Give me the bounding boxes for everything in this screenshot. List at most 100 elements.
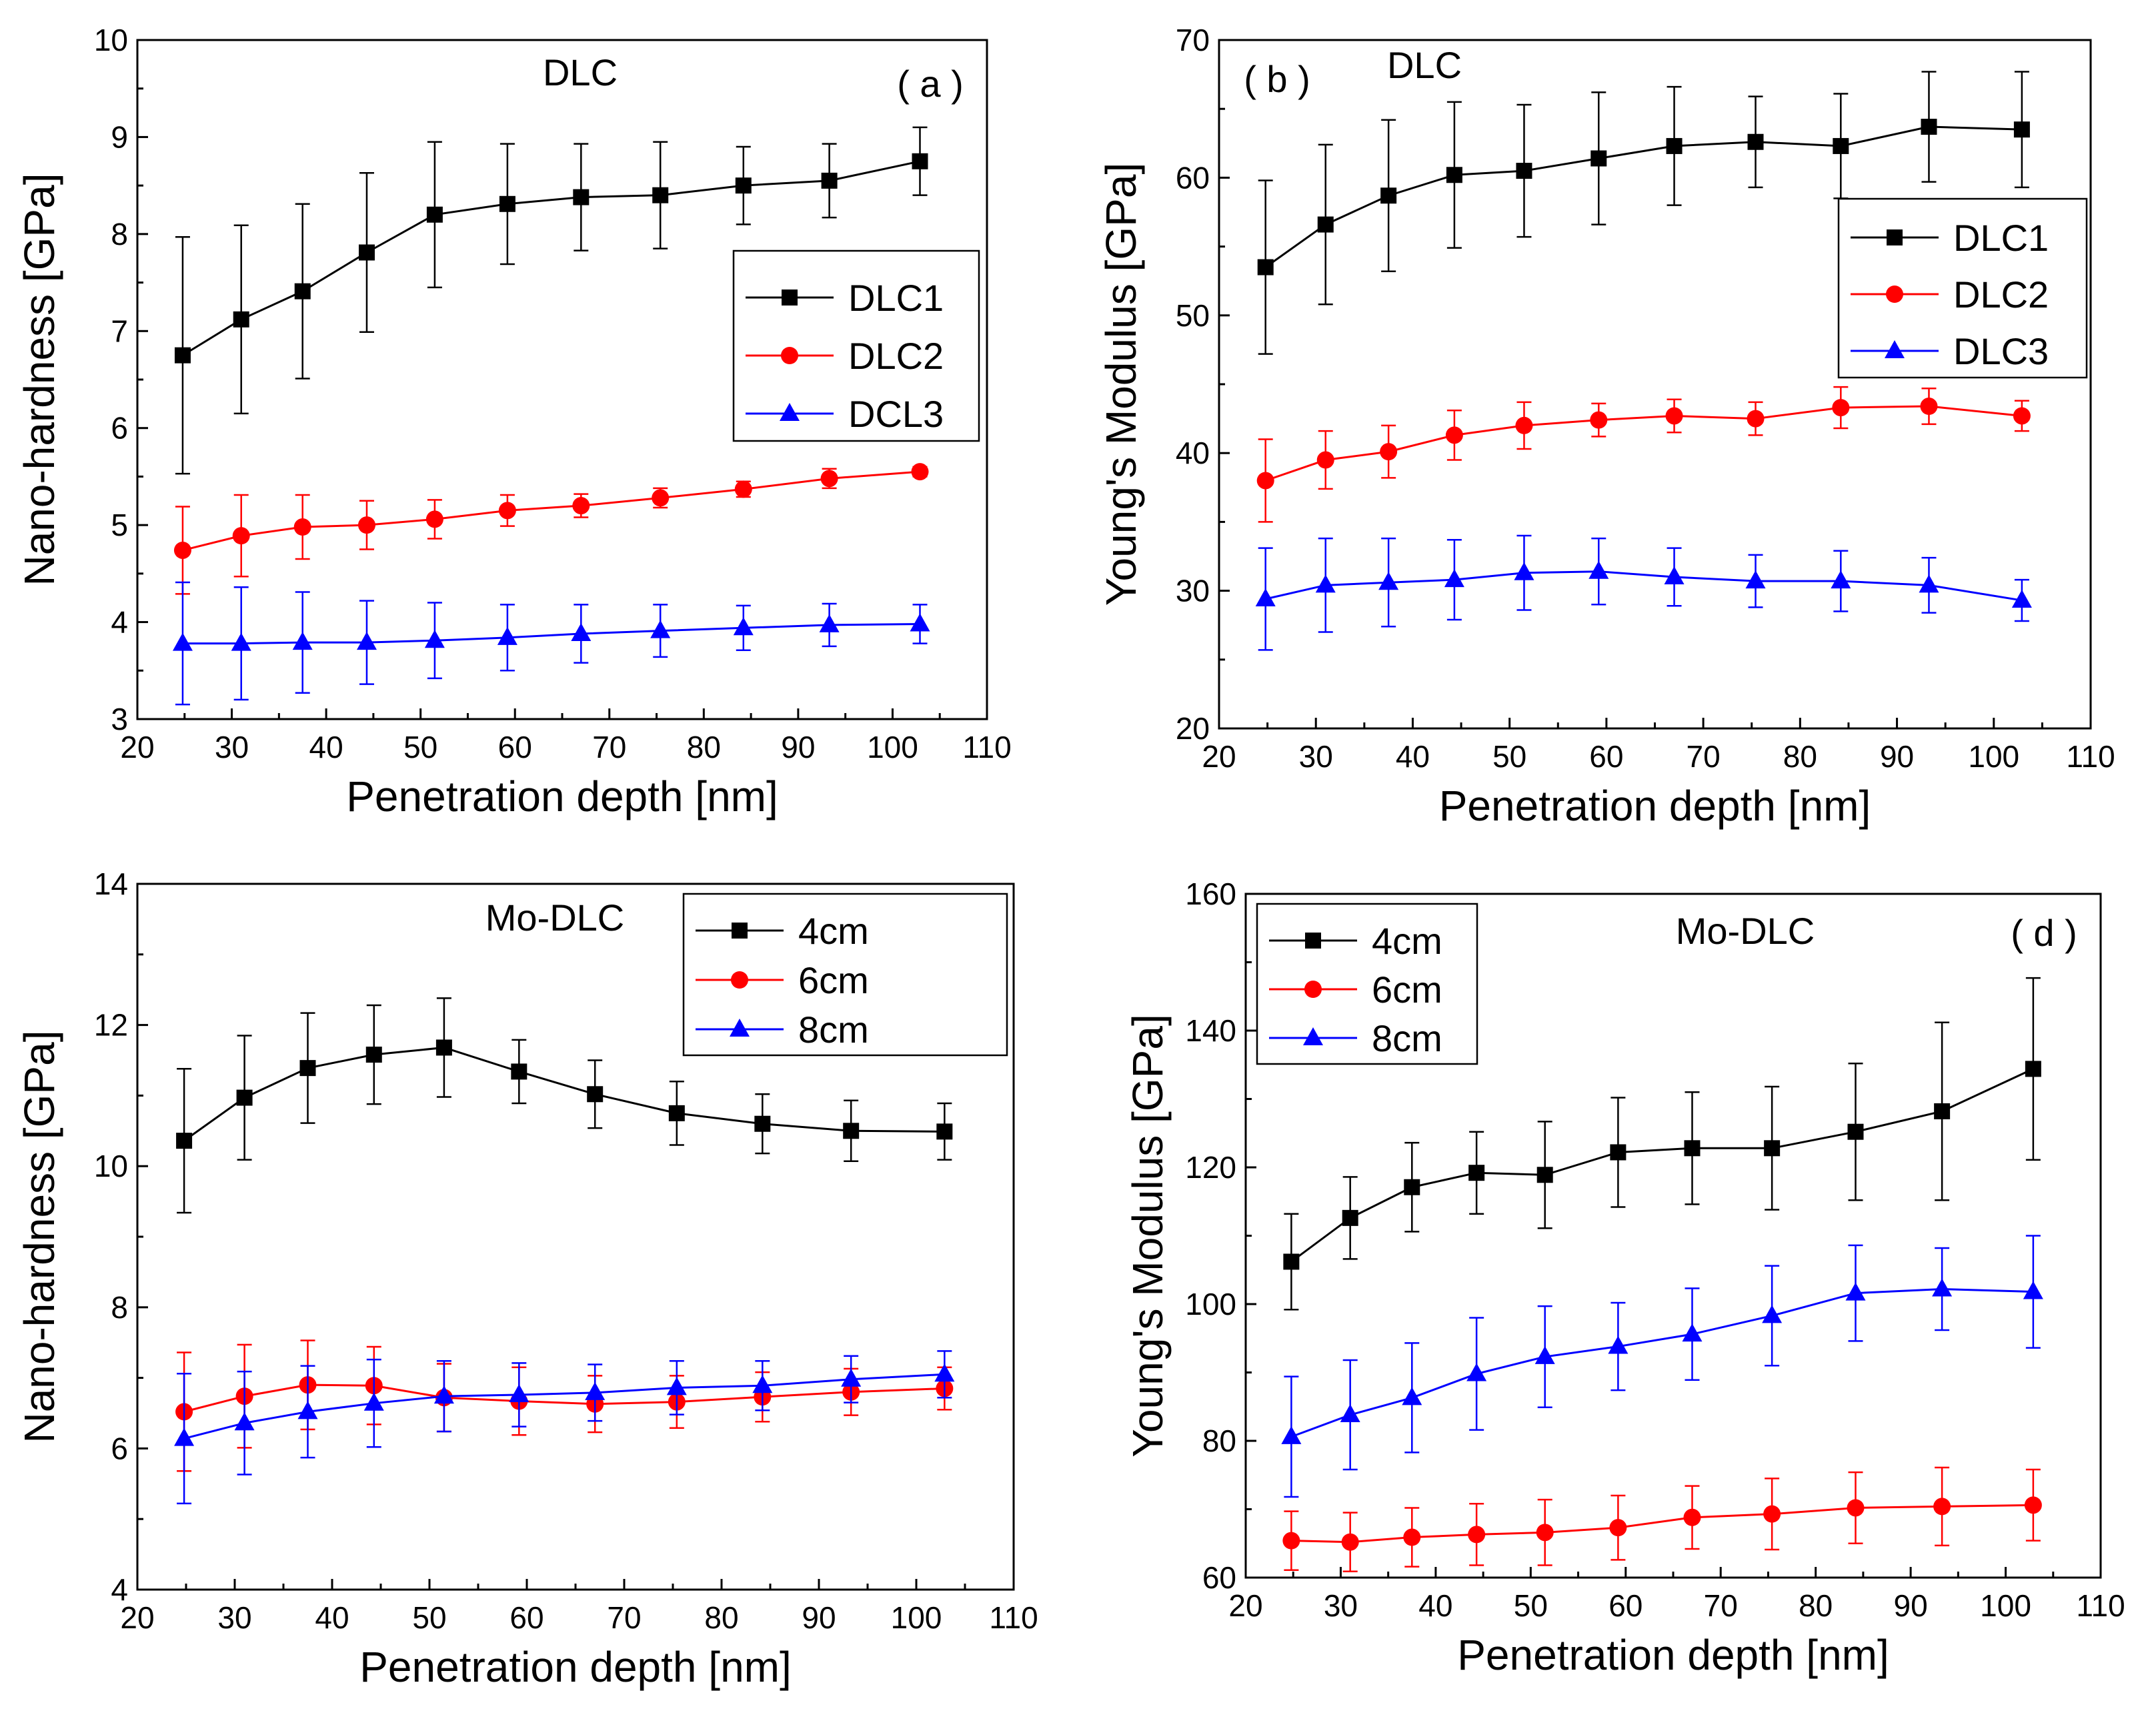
data-point: [1468, 1526, 1486, 1544]
legend-label: DLC2: [848, 335, 944, 377]
x-tick-label: 110: [989, 1600, 1038, 1635]
data-point: [1402, 1387, 1422, 1405]
panel-label: ( a ): [897, 63, 964, 105]
legend-label: 6cm: [798, 959, 869, 1001]
data-point: [426, 206, 443, 223]
data-point: [1588, 560, 1609, 579]
legend-box: [1837, 197, 2088, 379]
series-line: [1290, 1287, 2033, 1438]
legend-label: DLC3: [1953, 330, 2049, 372]
y-tick-label: 3: [111, 702, 128, 736]
y-tick-label: 120: [1185, 1150, 1236, 1185]
panel-label: ( b ): [1244, 58, 1310, 100]
x-tick-label: 80: [687, 730, 721, 764]
data-point: [652, 489, 670, 507]
data-point: [435, 1039, 452, 1056]
data-point: [1255, 588, 1276, 606]
series-line: [183, 1373, 945, 1440]
panel-d: 20 30 40 50 60 70 80 90 100 110 60 80 100 120 140 160 Pe…: [1124, 877, 2125, 1679]
data-point: [2011, 590, 2032, 608]
data-point: [666, 1377, 687, 1395]
legend: 4cm 6cm 8cm: [682, 893, 1008, 1057]
series-line: [183, 1383, 945, 1413]
legend-label: 8cm: [798, 1009, 869, 1051]
data-point: [1446, 167, 1462, 183]
data-point: [819, 614, 840, 632]
data-point: [1745, 570, 1766, 589]
data-point: [1283, 1253, 1300, 1270]
legend-marker: [1303, 1027, 1323, 1045]
series-line: [1265, 405, 2023, 482]
x-tick-label: 90: [1880, 739, 1914, 774]
data-point: [1516, 163, 1532, 179]
data-point: [1747, 133, 1764, 150]
x-tick-label: 60: [509, 1600, 544, 1635]
data-point: [293, 518, 311, 536]
data-point: [1831, 570, 1851, 589]
data-point: [1933, 1498, 1951, 1516]
series-line: [1291, 1504, 2033, 1544]
data-point: [1468, 1165, 1485, 1181]
panel-label: ( d ): [2011, 912, 2077, 954]
legend-label: 8cm: [1372, 1017, 1442, 1059]
data-point: [1536, 1524, 1554, 1542]
y-tick-label: 160: [1185, 877, 1236, 911]
x-tick-label: 60: [1589, 739, 1623, 774]
chart-annotation: Mo-DLC: [1676, 910, 1815, 952]
data-point: [734, 480, 752, 498]
data-point: [233, 311, 249, 328]
series-line: [1290, 1068, 2034, 1263]
x-tick-label: 40: [1396, 739, 1430, 774]
data-point: [1610, 1144, 1627, 1161]
x-tick-label: 100: [891, 1600, 942, 1635]
y-axis-title: Nano-hardness [GPa]: [15, 173, 63, 586]
x-tick-label: 20: [1202, 739, 1236, 774]
legend-marker: [1305, 933, 1321, 949]
x-tick-label: 60: [1608, 1588, 1643, 1623]
data-point: [650, 620, 671, 638]
y-axis-title: Nano-hardness [GPa]: [15, 1031, 63, 1444]
series-8cm: [1281, 1235, 2043, 1498]
legend-label: 6cm: [1372, 969, 1442, 1011]
data-point: [433, 1385, 454, 1404]
y-tick-label: 70: [1176, 23, 1210, 57]
y-tick-label: 12: [94, 1008, 128, 1043]
data-point: [936, 1123, 953, 1140]
legend-marker: [1885, 340, 1905, 358]
legend-label: DLC1: [848, 277, 944, 319]
data-point: [174, 347, 191, 364]
y-tick-label: 9: [111, 119, 128, 154]
x-tick-label: 40: [1418, 1588, 1452, 1623]
data-point: [1764, 1140, 1781, 1157]
legend-marker: [780, 403, 800, 421]
y-tick-label: 6: [111, 411, 128, 446]
y-tick-label: 100: [1185, 1287, 1236, 1321]
y-tick-label: 14: [94, 867, 128, 901]
data-point: [511, 1063, 527, 1080]
data-point: [1257, 259, 1274, 275]
x-tick-label: 20: [120, 1600, 154, 1635]
y-tick-label: 140: [1185, 1013, 1236, 1048]
data-point: [934, 1363, 955, 1382]
y-tick-label: 8: [111, 217, 128, 251]
data-point: [843, 1123, 860, 1139]
data-point: [231, 632, 251, 651]
x-tick-label: 60: [498, 730, 532, 764]
data-point: [1342, 1209, 1358, 1226]
x-axis-title: Penetration depth [nm]: [1439, 782, 1871, 830]
chart-annotation: Mo-DLC: [485, 897, 624, 939]
data-point: [1378, 572, 1399, 590]
data-point: [1683, 1508, 1701, 1526]
x-tick-label: 110: [2076, 1588, 2125, 1623]
data-point: [1920, 398, 1938, 416]
y-tick-label: 50: [1176, 298, 1210, 333]
data-point: [1934, 1103, 1951, 1119]
x-tick-label: 70: [592, 730, 626, 764]
series-DLC2: [173, 463, 929, 595]
data-point: [572, 497, 590, 515]
y-tick-label: 30: [1176, 574, 1210, 608]
data-point: [497, 626, 517, 645]
data-point: [1380, 187, 1397, 204]
data-point: [1763, 1505, 1781, 1523]
x-tick-label: 80: [1783, 739, 1817, 774]
